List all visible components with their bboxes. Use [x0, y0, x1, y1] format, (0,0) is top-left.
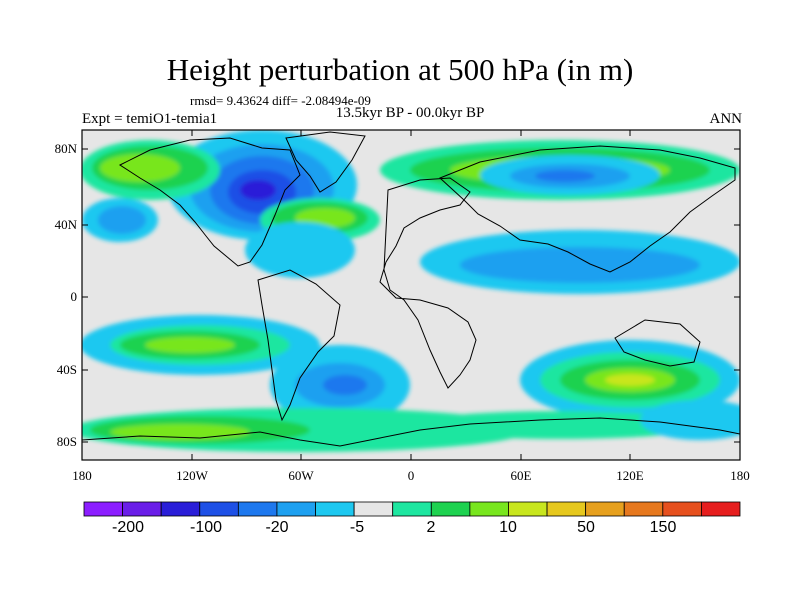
- contour-field: [82, 130, 740, 460]
- colorbar-label: 10: [499, 519, 517, 536]
- lon-tick-label: 60E: [511, 468, 532, 483]
- colorbar-label: -100: [190, 519, 222, 536]
- colorbar-swatch: [623, 501, 664, 517]
- contour-region: [145, 337, 235, 353]
- period-label: 13.5kyr BP - 00.0kyr BP: [335, 105, 485, 121]
- contour-region: [410, 411, 710, 439]
- contour-region: [100, 154, 180, 182]
- contour-region: [323, 375, 367, 395]
- colorbar-swatch: [392, 501, 432, 517]
- contour-region: [240, 180, 276, 200]
- colorbar-swatch: [199, 501, 239, 517]
- colorbar-swatch: [546, 501, 587, 517]
- colorbar-swatch: [122, 501, 162, 517]
- contour-region: [245, 222, 355, 278]
- colorbar-label: 50: [577, 519, 595, 536]
- colorbar-swatch: [508, 501, 548, 517]
- colorbar-label: 2: [427, 519, 436, 536]
- contour-region: [640, 400, 740, 440]
- season-label: ANN: [709, 111, 743, 127]
- axis-ticks: 80N 40N 0 40S 80S 180 120W 60W 0 60E 120E 180: [55, 130, 750, 483]
- colorbar-swatch: [353, 501, 394, 517]
- contour-region: [535, 170, 595, 182]
- colorbar-swatch: [430, 501, 471, 517]
- lat-tick-label: 0: [71, 289, 78, 304]
- colorbar-swatch: [83, 501, 123, 517]
- lon-tick-label: 120W: [176, 468, 209, 483]
- contour-region: [605, 374, 655, 386]
- contour-region: [98, 206, 146, 234]
- lon-tick-label: 60W: [288, 468, 314, 483]
- lon-tick-label: 120E: [616, 468, 644, 483]
- colorbar-swatch: [469, 501, 509, 517]
- colorbar: -200 -100 -20 -5 2 10 50 150: [83, 501, 741, 536]
- stats-label: rmsd= 9.43624 diff= -2.08494e-09: [190, 93, 371, 108]
- coastlines: [82, 131, 740, 460]
- colorbar-swatch: [160, 501, 201, 517]
- colorbar-label: 150: [650, 519, 677, 536]
- lat-tick-label: 80N: [55, 141, 78, 156]
- lat-tick-label: 40S: [57, 362, 77, 377]
- colorbar-swatch: [315, 501, 355, 517]
- colorbar-swatch: [662, 501, 702, 517]
- plot-title: Height perturbation at 500 hPa (in m): [166, 52, 634, 87]
- colorbar-label: -5: [350, 519, 364, 536]
- contour-region: [460, 247, 700, 283]
- colorbar-swatch: [701, 501, 741, 517]
- lon-tick-label: 0: [408, 468, 415, 483]
- colorbar-label: -200: [112, 519, 144, 536]
- colorbar-label: -20: [265, 519, 288, 536]
- colorbar-swatch: [237, 501, 278, 517]
- lon-tick-label: 180: [730, 468, 750, 483]
- lon-tick-label: 180: [72, 468, 92, 483]
- lat-tick-label: 80S: [57, 434, 77, 449]
- colorbar-swatch: [585, 501, 625, 517]
- experiment-label: Expt = temiO1-temia1: [82, 111, 218, 127]
- colorbar-swatch: [276, 501, 316, 517]
- lat-tick-label: 40N: [55, 217, 78, 232]
